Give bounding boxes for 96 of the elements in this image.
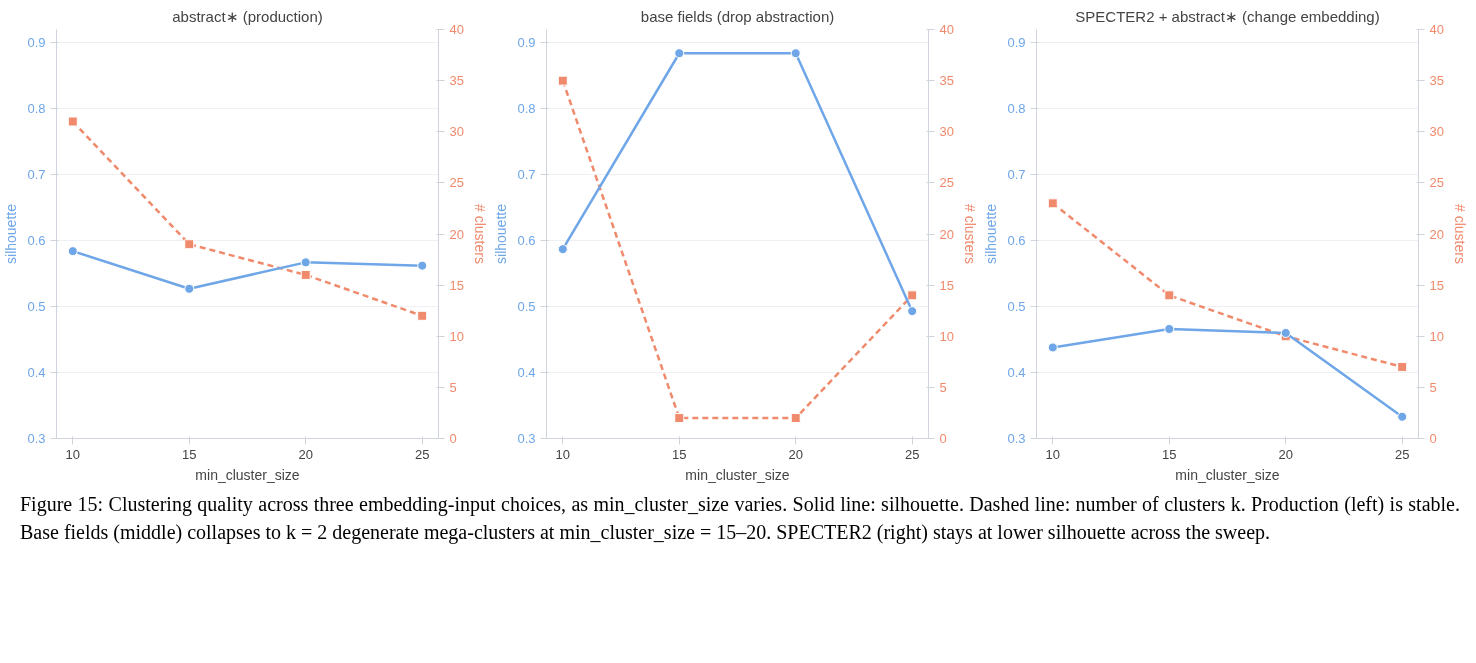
y-tick-label: 0.4 bbox=[1007, 365, 1026, 381]
point bbox=[907, 306, 918, 317]
y2-tick-label: 15 bbox=[1429, 277, 1444, 293]
point bbox=[1280, 327, 1291, 338]
y-tick-label: 0.7 bbox=[517, 167, 536, 183]
y-tick-label: 0.7 bbox=[27, 167, 46, 183]
chart-title: SPECTER2 + abstract∗ (change embedding) bbox=[1075, 7, 1380, 25]
point bbox=[417, 310, 428, 321]
y2-tick-label: 25 bbox=[1429, 175, 1444, 191]
x-tick-label: 10 bbox=[555, 446, 571, 462]
point bbox=[184, 283, 195, 294]
y-tick-label: 0.4 bbox=[517, 365, 536, 381]
y2-tick-label: 25 bbox=[939, 175, 954, 191]
y-tick-label: 0.5 bbox=[517, 299, 536, 315]
point bbox=[790, 413, 801, 424]
x-tick-label: 15 bbox=[182, 446, 197, 462]
chart-title: base fields (drop abstraction) bbox=[640, 7, 835, 25]
y-tick-label: 0.4 bbox=[27, 365, 46, 381]
x-tick-label: 25 bbox=[414, 446, 430, 462]
point bbox=[300, 269, 311, 280]
y2-tick-label: 15 bbox=[939, 277, 954, 293]
x-tick-label: 20 bbox=[788, 446, 803, 462]
y2-tick-label: 5 bbox=[449, 379, 457, 395]
x-axis-title: min_cluster_size bbox=[1175, 466, 1280, 483]
y2-axis-title: # clusters bbox=[1451, 204, 1468, 264]
point bbox=[184, 239, 195, 250]
point bbox=[67, 116, 78, 127]
y2-axis-title: # clusters bbox=[961, 204, 978, 264]
y2-tick-label: 0 bbox=[449, 431, 457, 446]
x-tick-label: 25 bbox=[1394, 446, 1410, 462]
point bbox=[1164, 290, 1175, 301]
y2-tick-label: 30 bbox=[1429, 124, 1444, 140]
y2-tick-label: 40 bbox=[939, 22, 954, 37]
y2-tick-label: 5 bbox=[1429, 379, 1437, 395]
y2-tick-label: 35 bbox=[939, 73, 954, 89]
y-tick-label: 0.3 bbox=[1007, 431, 1026, 446]
y-tick-label: 0.5 bbox=[1007, 299, 1026, 315]
y-tick-label: 0.3 bbox=[517, 431, 536, 446]
point bbox=[1047, 342, 1058, 353]
point bbox=[557, 75, 568, 86]
point bbox=[67, 246, 78, 257]
x-tick-label: 15 bbox=[1162, 446, 1177, 462]
y2-tick-label: 35 bbox=[1429, 73, 1444, 89]
point bbox=[1164, 324, 1175, 334]
y-tick-label: 0.8 bbox=[517, 101, 536, 117]
point bbox=[417, 260, 428, 271]
y-axis-title: silhouette bbox=[983, 203, 1000, 264]
x-tick-label: 25 bbox=[904, 446, 920, 462]
y2-tick-label: 35 bbox=[449, 73, 464, 89]
y2-tick-label: 10 bbox=[939, 328, 954, 344]
point bbox=[557, 244, 568, 255]
x-axis-title: min_cluster_size bbox=[685, 466, 790, 483]
y-tick-label: 0.9 bbox=[517, 35, 536, 51]
caption: Figure 15: Clustering quality across three embedding-input choices, as min_cluster_size varies. Solid line: silhouette. Dashed line: number of clusters k. Production (left) is stable. Base fields (middle) collapses to k = 2 degenerate mega-clusters at min_cluster_size = 15–20. SPECTER2 (right) stays at lower silhouette across the sweep. bbox=[20, 492, 1460, 546]
y2-tick-label: 40 bbox=[1429, 22, 1444, 37]
x-tick-label: 15 bbox=[672, 446, 687, 462]
x-axis-title: min_cluster_size bbox=[195, 466, 300, 483]
chart-title: abstract∗ (production) bbox=[172, 7, 323, 25]
y-tick-label: 0.6 bbox=[1007, 233, 1026, 249]
y2-tick-label: 10 bbox=[1429, 328, 1444, 344]
y-tick-label: 0.5 bbox=[27, 299, 46, 315]
y2-tick-label: 30 bbox=[449, 124, 464, 140]
y-tick-label: 0.8 bbox=[1007, 101, 1026, 117]
y2-tick-label: 15 bbox=[449, 277, 464, 293]
y2-tick-label: 10 bbox=[449, 328, 464, 344]
x-tick-label: 20 bbox=[1278, 446, 1293, 462]
x-tick-label: 10 bbox=[1045, 446, 1061, 462]
y2-tick-label: 30 bbox=[939, 124, 954, 140]
y-tick-label: 0.6 bbox=[517, 233, 536, 249]
point bbox=[674, 413, 685, 424]
point bbox=[674, 48, 685, 59]
y-tick-label: 0.6 bbox=[27, 233, 46, 249]
x-tick-label: 10 bbox=[65, 446, 81, 462]
point bbox=[907, 290, 918, 301]
y2-tick-label: 40 bbox=[449, 22, 464, 37]
y-tick-label: 0.9 bbox=[1007, 35, 1026, 51]
y-tick-label: 0.9 bbox=[27, 35, 46, 51]
y-tick-label: 0.8 bbox=[27, 101, 46, 117]
y2-tick-label: 0 bbox=[1429, 431, 1437, 446]
point bbox=[1047, 198, 1058, 209]
point bbox=[1397, 361, 1408, 372]
y-tick-label: 0.7 bbox=[1007, 167, 1026, 183]
y-tick-label: 0.3 bbox=[27, 431, 46, 446]
y2-tick-label: 20 bbox=[449, 226, 464, 242]
y-axis-title: silhouette bbox=[493, 203, 510, 264]
y2-tick-label: 20 bbox=[1429, 226, 1444, 242]
point bbox=[790, 48, 801, 59]
y-axis-title: silhouette bbox=[3, 203, 20, 264]
y2-tick-label: 5 bbox=[939, 379, 947, 395]
x-tick-label: 20 bbox=[298, 446, 313, 462]
y2-tick-label: 25 bbox=[449, 175, 464, 191]
point bbox=[300, 257, 311, 268]
y2-axis-title: # clusters bbox=[471, 204, 488, 264]
y2-tick-label: 20 bbox=[939, 226, 954, 242]
y2-tick-label: 0 bbox=[939, 431, 947, 446]
point bbox=[1397, 411, 1408, 422]
